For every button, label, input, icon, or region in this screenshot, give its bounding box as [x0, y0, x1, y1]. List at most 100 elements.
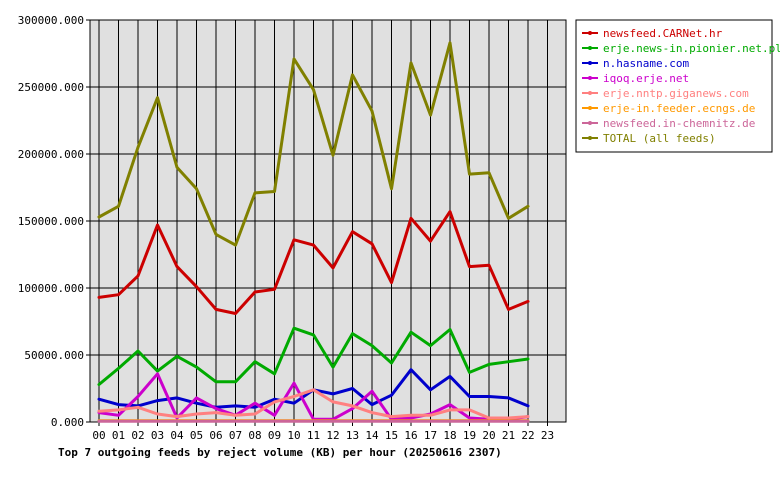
data-point: [117, 420, 120, 423]
data-point: [488, 171, 490, 174]
data-point: [293, 420, 295, 423]
legend-label: newsfeed.in-chemnitz.de: [603, 117, 755, 130]
data-point: [156, 399, 159, 402]
data-point: [156, 372, 159, 375]
x-tick-label: 05: [190, 429, 203, 442]
data-point: [468, 173, 471, 176]
data-point: [195, 412, 198, 415]
data-point: [137, 146, 139, 149]
data-point: [176, 420, 178, 423]
data-point: [98, 420, 100, 423]
data-point: [351, 332, 354, 335]
legend-label: erje-in.feeder.ecngs.de: [603, 102, 755, 115]
data-point: [449, 375, 451, 378]
data-point: [273, 420, 276, 423]
data-point: [234, 420, 237, 423]
legend: newsfeed.CARNet.hr erje.news-in.pionier.n…: [575, 19, 780, 153]
legend-label: newsfeed.CARNet.hr: [603, 27, 723, 40]
x-tick-label: 11: [307, 429, 320, 442]
x-tick-label: 17: [424, 429, 437, 442]
data-point: [449, 403, 451, 406]
x-axis-ticks: 00 01 02 03 04 05 06 07 08 09 10 11 12 13 14 15 16 17 18 19…: [92, 422, 554, 442]
data-point: [156, 96, 159, 99]
data-point: [117, 414, 120, 417]
data-point: [371, 242, 373, 245]
data-point: [332, 154, 334, 157]
data-point: [273, 400, 276, 403]
x-tick-label: 22: [521, 429, 534, 442]
data-point: [371, 344, 373, 347]
data-point: [351, 73, 354, 76]
x-tick-label: 15: [385, 429, 398, 442]
data-point: [332, 266, 334, 269]
data-point: [507, 420, 510, 423]
y-tick-label: 150000.000: [18, 215, 84, 228]
data-point: [488, 420, 490, 423]
data-point: [156, 370, 159, 373]
data-point: [468, 265, 471, 268]
data-point: [449, 420, 451, 423]
data-point: [215, 411, 217, 414]
data-point: [293, 57, 295, 60]
x-tick-label: 10: [287, 429, 300, 442]
data-point: [215, 380, 217, 383]
data-point: [507, 217, 510, 220]
data-point: [390, 281, 393, 284]
data-point: [273, 288, 276, 291]
x-tick-label: 20: [482, 429, 495, 442]
data-point: [273, 398, 276, 401]
y-tick-label: 250000.000: [18, 81, 84, 94]
data-point: [117, 403, 120, 406]
data-point: [176, 396, 178, 399]
x-tick-label: 14: [365, 429, 379, 442]
data-point: [98, 410, 100, 413]
data-point: [527, 420, 529, 423]
data-point: [117, 367, 120, 370]
data-point: [371, 411, 373, 414]
data-point: [449, 210, 451, 213]
data-point: [156, 412, 159, 415]
data-point: [449, 41, 451, 44]
x-tick-label: 02: [131, 429, 144, 442]
data-point: [410, 217, 412, 220]
legend-label: TOTAL (all feeds): [603, 132, 716, 145]
legend-marker: [588, 91, 592, 95]
data-point: [468, 395, 471, 398]
data-point: [488, 395, 490, 398]
x-tick-label: 04: [170, 429, 184, 442]
data-point: [195, 187, 198, 190]
data-point: [429, 414, 432, 417]
data-point: [332, 366, 334, 369]
x-tick-label: 00: [92, 429, 105, 442]
data-point: [351, 420, 354, 423]
data-point: [488, 264, 490, 267]
data-point: [507, 396, 510, 399]
data-point: [176, 166, 178, 169]
chart-title: Top 7 outgoing feeds by reject volume (K…: [58, 446, 502, 459]
series-lines: [97, 41, 530, 423]
legend-marker: [588, 106, 592, 110]
data-point: [351, 404, 354, 407]
y-tick-label: 0.000: [51, 416, 84, 429]
data-point: [254, 191, 256, 194]
legend-label: erje.nntp.giganews.com: [603, 87, 749, 100]
data-point: [468, 420, 471, 423]
y-axis-ticks: 0.000 50000.000 100000.000 150000.000 200000…: [18, 14, 90, 429]
data-point: [449, 328, 451, 331]
x-tick-label: 03: [151, 429, 164, 442]
data-point: [254, 402, 256, 405]
data-point: [234, 312, 237, 315]
data-point: [390, 362, 393, 365]
data-point: [507, 360, 510, 363]
legend-marker: [588, 136, 592, 140]
data-point: [507, 416, 510, 419]
x-tick-label: 13: [346, 429, 359, 442]
legend-marker: [588, 31, 592, 35]
data-point: [176, 415, 178, 418]
data-point: [293, 402, 295, 405]
data-point: [429, 344, 432, 347]
data-point: [410, 416, 412, 419]
data-point: [195, 396, 198, 399]
data-point: [137, 420, 139, 423]
